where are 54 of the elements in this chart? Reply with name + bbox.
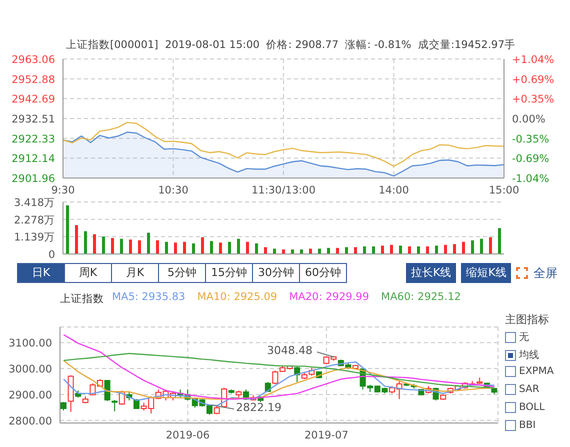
y-tick-label: 2952.88 bbox=[12, 74, 55, 86]
y-tick-label: 2942.69 bbox=[12, 94, 55, 106]
y2-tick-label: 0.00% bbox=[512, 114, 546, 126]
y-tick-label: 2922.33 bbox=[12, 133, 55, 146]
text: 无 bbox=[519, 331, 529, 344]
y-tick-label: 2912.14 bbox=[12, 153, 56, 166]
y2-tick-label: +1.04% bbox=[512, 54, 554, 66]
y2-tick-label: +0.35% bbox=[512, 93, 554, 106]
text: MA60: 2925.12 bbox=[381, 291, 461, 305]
y-tick-label: 1.139万 bbox=[14, 232, 55, 244]
text: SAR bbox=[519, 384, 540, 395]
text: 主图指标 bbox=[505, 312, 549, 327]
text: 缩短K线 bbox=[461, 263, 512, 283]
annotation: 3048.48 bbox=[267, 344, 312, 357]
text: 周K bbox=[65, 263, 112, 283]
y-tick-label: 2900.00 bbox=[8, 389, 52, 402]
y-tick-label: 2.278万 bbox=[14, 214, 55, 226]
text: 月K bbox=[112, 263, 159, 283]
y2-tick-label: -1.04% bbox=[512, 173, 550, 185]
x-tick-label: 2019-06 bbox=[166, 429, 210, 442]
text: MA20: 2929.99 bbox=[289, 291, 370, 305]
text: 日K bbox=[17, 263, 65, 283]
y2-tick-label: -0.69% bbox=[512, 152, 550, 165]
y-tick-label: 3100.00 bbox=[8, 338, 52, 350]
text: 30分钟 bbox=[253, 263, 300, 283]
x-tick-label: 15:00 bbox=[488, 184, 520, 196]
text: 均线 bbox=[519, 348, 539, 362]
chart-title: 上证指数[000001] 2019-08-01 15:00 价格: 2908.77 涨幅: -0.81% 成交量:19452.97手 bbox=[65, 38, 517, 53]
text: MA5: 2935.83 bbox=[112, 291, 186, 305]
y-tick-label: 2800.00 bbox=[8, 415, 52, 428]
text: 拉长K线 bbox=[406, 263, 456, 283]
text: EXPMA bbox=[519, 366, 554, 377]
text: 5分钟 bbox=[159, 263, 206, 283]
x-tick-label: 14:00 bbox=[378, 184, 409, 196]
y-tick-label: 2932.51 bbox=[12, 114, 55, 126]
text: 15分钟 bbox=[206, 263, 253, 283]
y-tick-label: 0 bbox=[48, 249, 55, 261]
y-tick-label: 2901.96 bbox=[12, 173, 56, 185]
chart-title: 上证指数 bbox=[60, 292, 104, 306]
text: 60分钟 bbox=[300, 263, 347, 283]
x-tick-label: 2019-07 bbox=[304, 429, 348, 442]
x-tick-label: 10:30 bbox=[158, 184, 188, 196]
y2-tick-label: +0.69% bbox=[512, 74, 554, 86]
text: MA10: 2925.09 bbox=[197, 291, 278, 305]
y2-tick-label: -0.35% bbox=[512, 134, 550, 146]
text: BBI bbox=[519, 420, 536, 431]
y-tick-label: 3.418万 bbox=[14, 197, 55, 209]
x-tick-label: 11:30/13:00 bbox=[251, 184, 316, 196]
annotation: 2822.19 bbox=[236, 401, 282, 414]
y-tick-label: 3000.00 bbox=[8, 364, 52, 376]
text: 全屏 bbox=[533, 264, 558, 282]
text: BOLL bbox=[519, 402, 545, 413]
y-tick-label: 2963.06 bbox=[12, 54, 56, 66]
x-tick-label: 9:30 bbox=[51, 184, 75, 196]
